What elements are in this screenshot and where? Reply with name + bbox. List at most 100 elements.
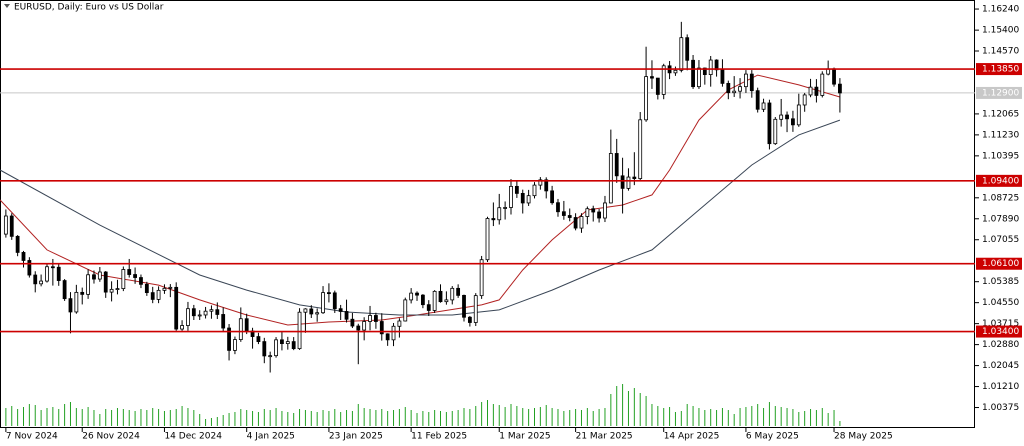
candle-body — [509, 185, 513, 208]
candle-body — [462, 294, 466, 318]
candle-body — [491, 218, 496, 221]
candle-body — [186, 308, 190, 326]
chart-title: EURUSD, Daily: Euro vs US Dollar — [14, 3, 164, 13]
candle-body — [732, 90, 737, 94]
candle-body — [638, 119, 643, 179]
level-label-bg — [976, 325, 1022, 338]
candle-body — [139, 277, 143, 285]
candle-body — [168, 286, 173, 289]
price-label-bg — [976, 86, 1022, 99]
candle-body — [238, 318, 243, 340]
candle-body — [744, 73, 748, 88]
candle-body — [749, 73, 754, 92]
x-tick-label: 14 Dec 2024 — [164, 432, 222, 442]
candle-body — [420, 294, 425, 306]
candle-body — [820, 73, 825, 96]
candle-body — [174, 286, 179, 330]
candle-body — [379, 321, 384, 335]
candle-body — [403, 299, 408, 322]
candle-body — [321, 292, 325, 314]
x-tick-label: 14 Apr 2025 — [664, 432, 720, 442]
candle-body — [33, 274, 38, 285]
candle-body — [291, 341, 296, 350]
level-label: 1.03400 — [982, 327, 1019, 337]
candle-body — [368, 315, 372, 322]
candle-body — [92, 274, 96, 280]
candle-body — [456, 287, 461, 296]
candle-body — [720, 69, 725, 84]
candle-body — [597, 211, 601, 219]
x-tick-label: 28 May 2025 — [834, 432, 893, 442]
candle-body — [791, 118, 795, 126]
candle-body — [280, 339, 284, 345]
candle-body — [785, 114, 789, 120]
candle-body — [467, 316, 472, 323]
candle-body — [444, 299, 449, 303]
y-tick-label: 1.14570 — [982, 46, 1019, 56]
candle-body — [755, 90, 760, 110]
candle-body — [473, 295, 478, 323]
candle-body — [532, 184, 537, 197]
candle-body — [691, 59, 695, 88]
x-tick-label: 1 Mar 2025 — [499, 432, 550, 442]
x-tick-label: 11 Feb 2025 — [411, 432, 467, 442]
candle-body — [3, 215, 8, 235]
y-tick-label: 1.10395 — [982, 151, 1019, 161]
candle-body — [268, 355, 273, 358]
candle-body — [644, 76, 648, 121]
candle-body — [432, 290, 437, 311]
candle-body — [115, 288, 120, 290]
candle-body — [27, 260, 32, 276]
candle-body — [315, 312, 320, 315]
candle-body — [697, 67, 701, 88]
candle-body — [708, 59, 713, 75]
candle-body — [50, 266, 55, 269]
candle-body — [262, 341, 267, 357]
candle-body — [45, 266, 49, 282]
y-tick-label: 1.12065 — [982, 109, 1019, 119]
candle-body — [485, 218, 490, 261]
candle-body — [808, 86, 813, 96]
candle-body — [838, 83, 842, 94]
candle-body — [156, 289, 161, 300]
plot-frame — [0, 0, 975, 428]
candle-body — [362, 321, 367, 331]
candle-body — [561, 211, 566, 216]
candle-body — [538, 179, 543, 186]
candle-body — [397, 320, 402, 327]
candle-body — [80, 291, 85, 295]
candle-body — [761, 102, 766, 110]
candle-body — [679, 37, 684, 71]
candle-body — [244, 318, 249, 332]
candle-body — [814, 86, 819, 96]
candle-body — [779, 114, 784, 120]
candle-body — [227, 327, 231, 351]
candle-body — [726, 82, 731, 94]
y-tick-label: 1.15400 — [982, 26, 1019, 36]
candle-body — [438, 290, 443, 303]
candle-body — [585, 208, 590, 217]
candle-body — [356, 325, 361, 331]
price-label: 1.12900 — [982, 88, 1019, 98]
candle-body — [603, 202, 607, 219]
candle-body — [21, 252, 26, 261]
level-label: 1.13850 — [982, 65, 1019, 75]
level-label-bg — [976, 63, 1022, 76]
candle-body — [409, 292, 414, 301]
candle-body — [332, 292, 337, 310]
candle-body — [426, 304, 431, 311]
candle-body — [350, 318, 355, 327]
candle-body — [738, 86, 742, 92]
candle-body — [338, 308, 343, 312]
y-tick-label: 1.02880 — [982, 340, 1019, 350]
candle-body — [285, 341, 290, 345]
candle-body — [103, 271, 108, 293]
candle-body — [68, 298, 73, 313]
candle-body — [796, 104, 801, 126]
candle-body — [650, 76, 654, 79]
candle-body — [209, 309, 214, 312]
candle-body — [203, 310, 208, 316]
y-tick-label: 1.16240 — [982, 5, 1019, 15]
candle-body — [415, 292, 419, 296]
